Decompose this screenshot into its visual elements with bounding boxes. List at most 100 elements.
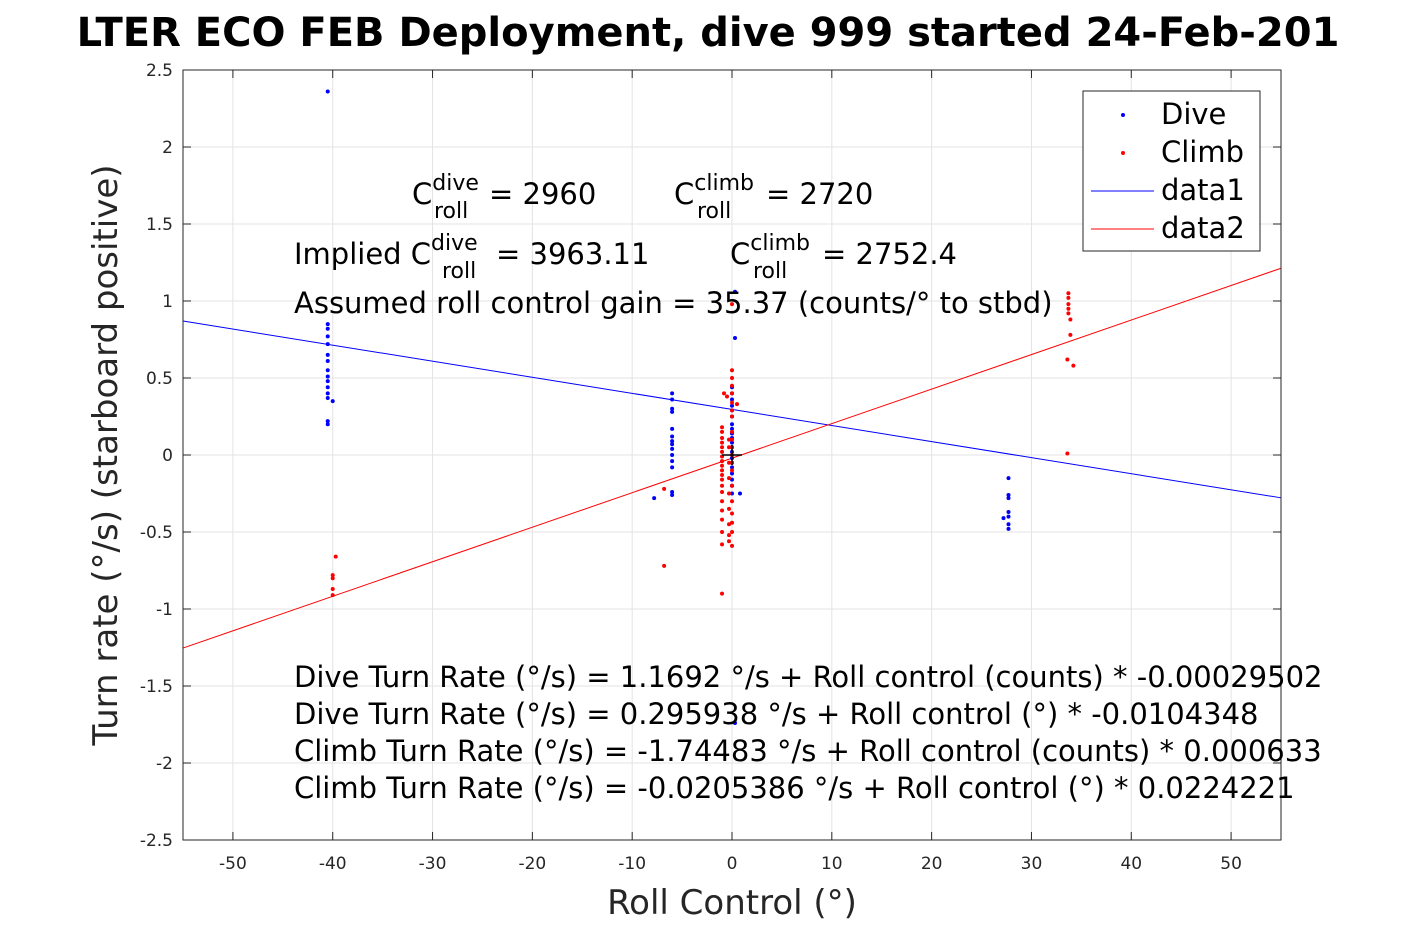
point-dive-8 bbox=[325, 374, 330, 379]
point-dive-14 bbox=[325, 419, 330, 424]
point-dive-25 bbox=[670, 453, 675, 457]
point-dive-17 bbox=[670, 397, 675, 402]
tick-label-x-3: -20 bbox=[518, 854, 546, 874]
point-climb-62 bbox=[1066, 306, 1071, 311]
point-climb-22 bbox=[720, 489, 725, 494]
point-climb-19 bbox=[720, 473, 725, 478]
point-climb-56 bbox=[730, 530, 734, 534]
point-dive-7 bbox=[325, 368, 330, 373]
legend-label-data2: data2 bbox=[1161, 211, 1245, 245]
point-dive-61 bbox=[1006, 526, 1011, 531]
point-dive-31 bbox=[732, 289, 737, 294]
tick-label-x-4: -10 bbox=[618, 854, 646, 874]
c-dive-sub: roll bbox=[434, 199, 468, 224]
point-climb-61 bbox=[1066, 302, 1071, 307]
tick-label-x-5: 0 bbox=[727, 854, 738, 874]
legend-label-dive: Dive bbox=[1161, 97, 1226, 131]
point-climb-28 bbox=[720, 591, 725, 596]
point-climb-14 bbox=[720, 449, 725, 454]
point-dive-52 bbox=[730, 491, 734, 496]
svg-text:Implied Cdive: Implied Cdive bbox=[294, 231, 478, 271]
point-climb-57 bbox=[730, 543, 734, 548]
point-dive-21 bbox=[670, 434, 675, 439]
tick-label-y-1: -2 bbox=[156, 754, 173, 774]
point-dive-54 bbox=[732, 720, 737, 725]
tick-label-y-10: 2.5 bbox=[146, 61, 173, 81]
tick-label-y-8: 1.5 bbox=[146, 215, 173, 235]
annotation-c-roll-setpoints: Cdive roll = 2960 Cclimb roll = 2720 bbox=[412, 171, 873, 224]
point-climb-20 bbox=[720, 477, 725, 482]
point-dive-35 bbox=[730, 397, 734, 402]
point-climb-53 bbox=[730, 499, 734, 504]
implied-climb-value: = 2752.4 bbox=[822, 237, 957, 271]
point-dive-49 bbox=[730, 471, 734, 476]
legend-marker-climb bbox=[1121, 151, 1125, 155]
point-climb-1 bbox=[330, 573, 335, 578]
point-climb-41 bbox=[730, 383, 734, 388]
point-climb-46 bbox=[730, 429, 734, 434]
legend: Dive Climb data1 data2 bbox=[1082, 90, 1261, 252]
tick-label-y-5: 0 bbox=[162, 446, 173, 466]
tick-label-y-4: -0.5 bbox=[140, 523, 173, 543]
c-dive-value: = 2960 bbox=[489, 177, 596, 211]
point-climb-5 bbox=[662, 486, 667, 491]
y-axis-label: Turn rate (°/s) (starboard positive) bbox=[86, 164, 126, 746]
annotation-gain: Assumed roll control gain = 35.37 (count… bbox=[294, 286, 1053, 320]
origin-marker bbox=[722, 445, 742, 465]
point-climb-60 bbox=[1066, 295, 1071, 300]
point-climb-16 bbox=[720, 459, 725, 464]
point-climb-39 bbox=[730, 368, 734, 373]
point-climb-40 bbox=[730, 376, 734, 380]
point-climb-55 bbox=[730, 520, 734, 525]
point-climb-33 bbox=[727, 491, 732, 496]
point-climb-63 bbox=[1066, 311, 1071, 316]
c-climb-sup: climb bbox=[694, 171, 754, 196]
point-dive-30 bbox=[652, 496, 657, 501]
point-dive-15 bbox=[325, 422, 330, 427]
point-dive-36 bbox=[730, 403, 734, 408]
point-climb-68 bbox=[1065, 451, 1070, 456]
annotation-eq-4: Climb Turn Rate (°/s) = -0.0205386 °/s +… bbox=[294, 771, 1295, 805]
point-dive-4 bbox=[325, 342, 330, 347]
annotation-implied-c-roll: Implied Cdive roll = 3963.11 Cclimb roll… bbox=[294, 231, 957, 284]
point-dive-19 bbox=[670, 409, 675, 414]
tick-label-x-7: 20 bbox=[921, 854, 943, 874]
point-climb-52 bbox=[730, 483, 734, 488]
point-climb-51 bbox=[730, 468, 734, 473]
point-dive-48 bbox=[730, 465, 734, 470]
annotation-eq-3: Climb Turn Rate (°/s) = -1.74483 °/s + R… bbox=[294, 734, 1322, 768]
point-climb-44 bbox=[730, 408, 734, 413]
point-climb-8 bbox=[725, 394, 730, 399]
implied-dive-sub: roll bbox=[442, 259, 476, 284]
point-dive-23 bbox=[670, 442, 675, 447]
implied-dive-sup: dive bbox=[431, 231, 478, 256]
point-climb-58 bbox=[734, 402, 739, 407]
point-climb-29 bbox=[727, 437, 732, 442]
point-climb-3 bbox=[330, 586, 335, 591]
point-dive-43 bbox=[730, 440, 734, 445]
point-dive-58 bbox=[1006, 509, 1011, 514]
tick-label-x-6: 10 bbox=[821, 854, 843, 874]
point-climb-7 bbox=[722, 391, 727, 396]
point-climb-64 bbox=[1068, 317, 1073, 322]
point-climb-13 bbox=[720, 445, 725, 450]
point-climb-66 bbox=[1065, 357, 1070, 362]
legend-marker-dive bbox=[1121, 113, 1125, 117]
point-dive-12 bbox=[325, 396, 330, 401]
svg-text:Cclimb: Cclimb bbox=[674, 171, 754, 211]
point-dive-13 bbox=[330, 399, 335, 404]
c-climb-value: = 2720 bbox=[766, 177, 873, 211]
point-dive-29 bbox=[670, 493, 675, 498]
c-climb-sub: roll bbox=[697, 199, 731, 224]
point-climb-4 bbox=[330, 593, 335, 598]
tick-label-x-1: -40 bbox=[319, 854, 347, 874]
point-dive-1 bbox=[325, 322, 330, 327]
point-dive-28 bbox=[670, 489, 675, 494]
point-climb-34 bbox=[727, 506, 732, 511]
point-dive-22 bbox=[670, 439, 675, 444]
point-climb-0 bbox=[333, 554, 338, 559]
point-climb-65 bbox=[1068, 332, 1073, 337]
point-climb-11 bbox=[720, 436, 725, 441]
point-climb-54 bbox=[730, 511, 734, 516]
